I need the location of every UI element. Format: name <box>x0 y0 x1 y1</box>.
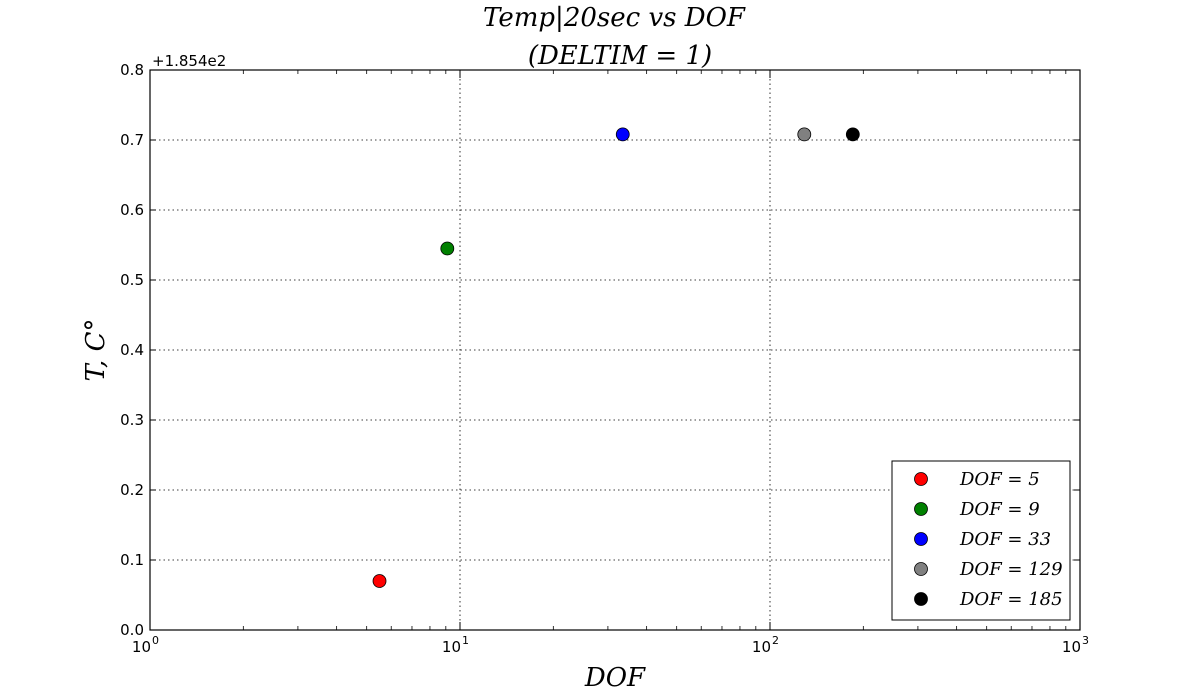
legend-label-1: DOF = 5 <box>959 469 1040 490</box>
legend-marker-3 <box>914 532 928 546</box>
y-tick-label: 0.0 <box>120 621 144 639</box>
x-tick-base: 10 <box>752 638 771 656</box>
y-offset-label: +1.854e2 <box>152 52 226 70</box>
x-tick-exponent: 1 <box>462 634 469 647</box>
y-axis-label: T, C° <box>81 319 111 382</box>
data-point-3 <box>615 127 630 142</box>
y-tick-label: 0.5 <box>120 271 144 289</box>
axis-ticks: 0.00.10.20.30.40.50.60.70.810 0 10 1 10 2 10 3 <box>120 61 1089 656</box>
y-tick-label: 0.3 <box>120 411 144 429</box>
data-point-4 <box>797 127 812 142</box>
x-tick-label: 10 0 <box>132 634 159 656</box>
x-tick-exponent: 2 <box>772 634 779 647</box>
data-point-2 <box>440 241 455 256</box>
legend-marker-4 <box>914 562 928 576</box>
x-tick-base: 10 <box>442 638 461 656</box>
legend-label-4: DOF = 129 <box>959 559 1063 580</box>
y-tick-label: 0.7 <box>120 131 144 149</box>
legend: DOF = 5 DOF = 9 DOF = 33 DOF = 129 DOF = 185 <box>891 460 1071 621</box>
data-point-5 <box>845 127 860 142</box>
x-tick-label: 10 2 <box>752 634 779 656</box>
legend-label-5: DOF = 185 <box>959 589 1063 610</box>
y-tick-label: 0.1 <box>120 551 144 569</box>
legend-marker-1 <box>914 472 928 486</box>
x-tick-base: 10 <box>1062 638 1081 656</box>
y-tick-label: 0.6 <box>120 201 144 219</box>
x-tick-exponent: 0 <box>152 634 159 647</box>
chart-subtitle: (DELTIM = 1) <box>528 41 712 71</box>
x-axis-label: DOF <box>584 663 646 693</box>
x-tick-label: 10 3 <box>1062 634 1089 656</box>
y-tick-label: 0.8 <box>120 61 144 79</box>
legend-label-3: DOF = 33 <box>959 529 1051 550</box>
legend-label-2: DOF = 9 <box>959 499 1040 520</box>
legend-marker-2 <box>914 502 928 516</box>
y-tick-label: 0.4 <box>120 341 144 359</box>
y-tick-label: 0.2 <box>120 481 144 499</box>
x-tick-base: 10 <box>132 638 151 656</box>
x-tick-exponent: 3 <box>1082 634 1089 647</box>
chart-title: Temp|20sec vs DOF <box>483 3 746 33</box>
legend-marker-5 <box>914 592 928 606</box>
data-point-1 <box>372 574 387 588</box>
x-tick-label: 10 1 <box>442 634 469 656</box>
data-points <box>372 127 860 588</box>
